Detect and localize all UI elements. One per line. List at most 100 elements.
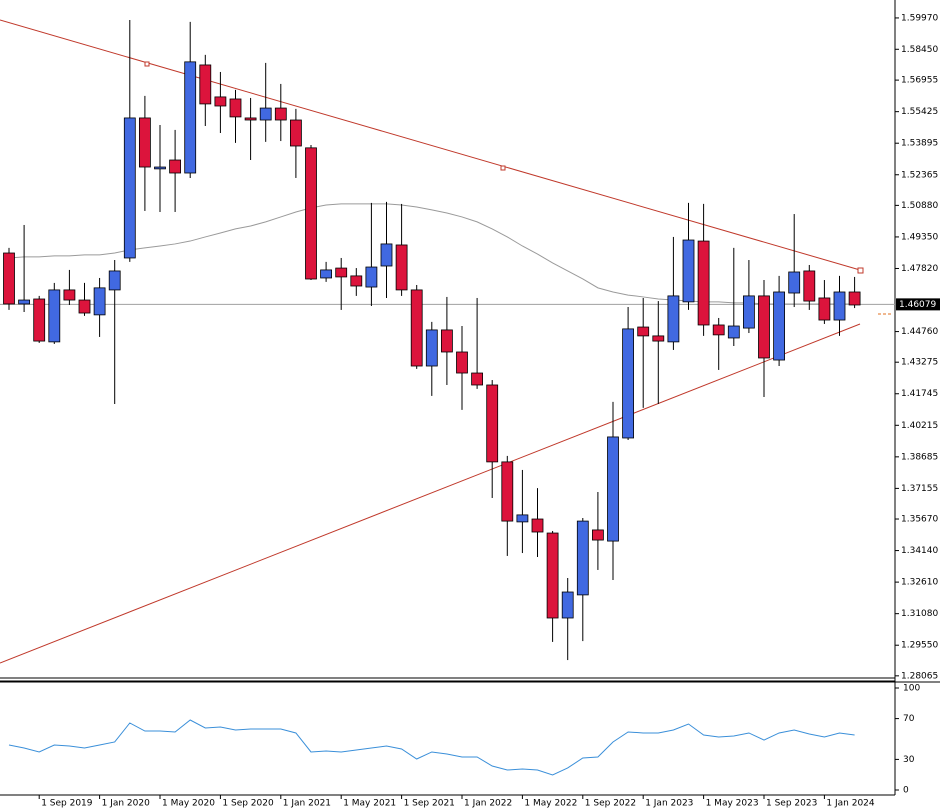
x-tick-label: 1 Sep 2022 xyxy=(585,799,636,809)
candle-body xyxy=(184,61,197,174)
candle-body xyxy=(3,252,15,305)
candle-body xyxy=(833,291,846,321)
y-tick-label: 1.31080 xyxy=(901,609,938,619)
last-price-box xyxy=(896,298,940,311)
candle-body xyxy=(18,299,31,305)
candle-body xyxy=(380,243,393,267)
y-tick-label: 1.35670 xyxy=(901,515,938,525)
candle-body xyxy=(758,295,770,359)
candle-body xyxy=(138,117,151,168)
y-tick-label: 0 xyxy=(903,786,909,796)
candle-body xyxy=(712,324,725,336)
candle-body xyxy=(637,326,650,337)
y-tick-label: 1.44760 xyxy=(901,327,938,337)
x-tick-label: 1 Jan 2024 xyxy=(826,799,874,809)
candle-body xyxy=(667,295,680,343)
candle-body xyxy=(410,289,423,367)
y-tick-label: 1.40215 xyxy=(901,421,938,431)
candle-body xyxy=(727,325,740,339)
candle-body xyxy=(335,267,348,278)
trendline-anchor xyxy=(144,61,150,67)
x-tick-label: 1 Sep 2023 xyxy=(766,799,817,809)
candle-body xyxy=(773,291,785,361)
candle-body xyxy=(501,461,514,522)
y-tick-label: 1.53895 xyxy=(901,139,938,149)
candle-body xyxy=(169,159,182,174)
candle-body xyxy=(803,270,816,302)
y-tick-label: 1.59970 xyxy=(901,13,938,23)
x-tick-label: 1 Jan 2023 xyxy=(645,799,693,809)
y-tick-label: 30 xyxy=(903,755,915,765)
candle-body xyxy=(546,532,559,619)
candle-body xyxy=(592,529,604,541)
y-tick-label: 1.38685 xyxy=(901,452,938,462)
y-tick-label: 1.55425 xyxy=(901,107,938,117)
candle-body xyxy=(289,119,302,147)
candle-body xyxy=(154,166,166,170)
candle-body xyxy=(214,96,227,107)
candle-body xyxy=(93,287,106,316)
x-tick-label: 1 Jan 2021 xyxy=(283,799,331,809)
candle-body xyxy=(818,297,831,321)
x-tick-label: 1 Sep 2019 xyxy=(41,799,93,809)
x-tick-label: 1 May 2020 xyxy=(162,799,215,809)
candle-body xyxy=(440,329,453,353)
y-tick-label: 1.29550 xyxy=(901,641,938,651)
y-tick-label: 1.28065 xyxy=(901,671,938,681)
y-tick-label: 1.58450 xyxy=(901,45,938,55)
trendline-lower xyxy=(0,323,861,664)
y-tick-label: 1.52365 xyxy=(901,170,938,180)
candle-body xyxy=(516,514,529,523)
trendline-anchor xyxy=(857,267,864,274)
candle-body xyxy=(697,240,710,326)
candle-body xyxy=(486,384,499,463)
candle-body xyxy=(320,269,333,279)
candle-body xyxy=(576,520,589,596)
candle-body xyxy=(622,328,634,439)
candle-body xyxy=(108,270,121,291)
trendline-anchor xyxy=(500,165,506,171)
x-tick-label: 1 Jan 2020 xyxy=(102,799,150,809)
x-tick-label: 1 May 2021 xyxy=(343,799,396,809)
x-tick-label: 1 May 2023 xyxy=(706,799,759,809)
candle-body xyxy=(652,335,665,342)
y-tick-label: 1.41745 xyxy=(901,389,938,399)
y-tick-label: 1.43275 xyxy=(901,358,938,368)
trendline-upper xyxy=(0,19,861,271)
candle-body xyxy=(229,98,242,118)
y-tick-label: 70 xyxy=(903,714,915,724)
moving-average xyxy=(8,203,855,305)
x-tick-label: 1 Sep 2020 xyxy=(222,799,274,809)
candle-body xyxy=(259,107,272,121)
y-tick-label: 1.56955 xyxy=(901,76,938,86)
candle-body xyxy=(607,436,619,542)
candle-body xyxy=(456,351,468,374)
candle-body xyxy=(78,299,91,314)
candle-body xyxy=(743,295,755,329)
candle-body xyxy=(274,107,287,121)
candle-body xyxy=(788,271,801,294)
y-tick-label: 1.49350 xyxy=(901,232,938,242)
candle-body xyxy=(48,289,61,343)
candle-body xyxy=(848,291,861,306)
candle-body xyxy=(471,372,484,386)
candle-body xyxy=(365,266,378,288)
rsi-line xyxy=(8,719,855,776)
candle-body xyxy=(123,117,136,259)
y-tick-label: 1.47820 xyxy=(901,264,938,274)
last-price-label: 1.46079 xyxy=(899,300,936,310)
x-tick-label: 1 Jan 2022 xyxy=(464,799,512,809)
candle-body xyxy=(395,244,408,291)
candle-body xyxy=(33,298,46,342)
candle-body xyxy=(244,117,257,121)
y-tick-label: 1.50880 xyxy=(901,201,938,211)
candle-body xyxy=(350,275,363,287)
x-tick-label: 1 Sep 2021 xyxy=(404,799,455,809)
y-tick-label: 1.37155 xyxy=(901,484,938,494)
y-tick-label: 1.34140 xyxy=(901,546,938,556)
candle-body xyxy=(305,147,317,280)
candle-body xyxy=(63,289,76,301)
candle-body xyxy=(425,329,438,367)
